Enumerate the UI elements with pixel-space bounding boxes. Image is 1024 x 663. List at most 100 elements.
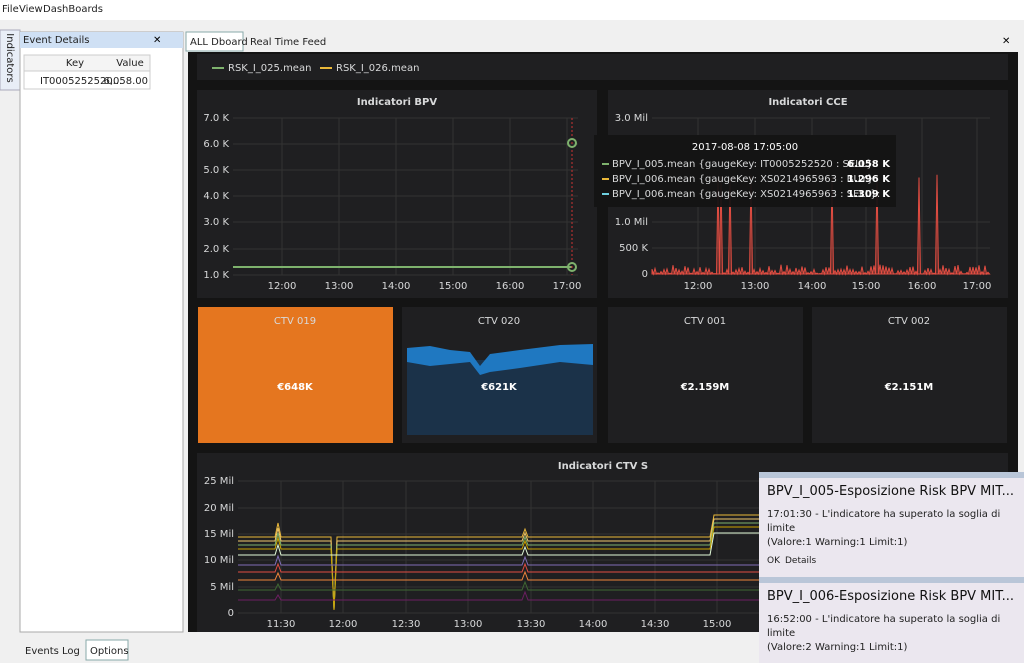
y-tick-label: 7.0 K <box>203 113 229 124</box>
series-line <box>238 590 760 601</box>
series-line <box>238 526 760 611</box>
bottom-tab[interactable]: Events <box>25 646 59 657</box>
table-cell: IT0005252520... <box>40 76 122 87</box>
tooltip-value: 1.309 K <box>847 189 891 200</box>
x-tick-label: 14:00 <box>579 619 608 630</box>
y-tick-label: 5.0 K <box>203 165 229 176</box>
menu-item[interactable]: File <box>2 4 19 15</box>
notification-title: BPV_I_006-Esposizione Risk BPV MIT... <box>767 589 1015 604</box>
tab-selected <box>85 639 129 661</box>
stat-value: €2.151M <box>884 382 934 393</box>
y-tick-label: 15 Mil <box>204 529 234 540</box>
document-tab[interactable]: ALL Dboard <box>190 37 248 48</box>
stat-title: CTV 019 <box>274 316 316 327</box>
x-tick-label: 14:00 <box>382 281 411 292</box>
pin-icon[interactable]: ✕ <box>153 35 161 46</box>
x-tick-label: 12:00 <box>268 281 297 292</box>
bottom-tab[interactable]: Log <box>62 646 80 657</box>
x-tick-label: 13:00 <box>454 619 483 630</box>
x-tick-label: 15:00 <box>439 281 468 292</box>
tooltip <box>594 135 896 207</box>
y-tick-label: 10 Mil <box>204 555 234 566</box>
series-line <box>238 570 760 581</box>
series-line <box>238 514 760 611</box>
panel-title: Event Details <box>23 35 90 46</box>
x-tick-label: 14:30 <box>641 619 670 630</box>
series-line <box>238 522 760 611</box>
notification-action[interactable]: OK <box>767 556 780 566</box>
y-tick-label: 25 Mil <box>204 476 234 487</box>
y-tick-label: 500 K <box>619 243 648 254</box>
notification-message: 17:01:30 - L'indicatore ha superato la s… <box>767 509 1001 534</box>
panel-title: Indicatori BPV <box>357 97 438 108</box>
x-tick-label: 12:30 <box>392 619 421 630</box>
stat-value: €2.159M <box>680 382 730 393</box>
notification-actions: OK Details <box>767 556 1016 566</box>
tooltip-time: 2017-08-08 17:05:00 <box>692 142 798 153</box>
notification-values: (Valore:2 Warning:1 Limit:1) <box>767 642 908 653</box>
y-tick-label: 3.0 Mil <box>615 113 648 124</box>
notification[interactable]: BPV_I_006-Esposizione Risk BPV MIT... 16:… <box>759 577 1024 663</box>
y-tick-label: 5 Mil <box>210 582 234 593</box>
table-row <box>23 70 151 90</box>
tooltip-value: 1.296 K <box>847 174 891 185</box>
stat-value: €648K <box>276 382 314 393</box>
y-tick-label: 1.0 K <box>203 270 229 281</box>
y-tick-label: 2.0 K <box>203 244 229 255</box>
x-tick-label: 17:00 <box>553 281 582 292</box>
y-tick-label: 1.0 Mil <box>615 217 648 228</box>
bottom-tab[interactable]: Options <box>90 646 129 657</box>
legend-panel <box>197 54 1008 80</box>
x-tick-label: 14:00 <box>798 281 827 292</box>
x-tick-label: 15:00 <box>852 281 881 292</box>
x-tick-label: 17:00 <box>963 281 992 292</box>
y-tick-label: 4.0 K <box>203 191 229 202</box>
stat-title: CTV 001 <box>684 316 726 327</box>
event-details-panel <box>19 31 184 633</box>
panel <box>197 90 597 298</box>
x-tick-label: 16:00 <box>908 281 937 292</box>
document-tab[interactable]: Real Time Feed <box>250 37 326 48</box>
menu-item[interactable]: DashBoards <box>43 4 103 15</box>
notification-action[interactable]: Details <box>785 556 817 566</box>
x-tick-label: 13:30 <box>517 619 546 630</box>
x-tick-label: 13:00 <box>741 281 770 292</box>
sparkline-fill <box>407 360 593 435</box>
menu-item[interactable]: View <box>19 4 43 15</box>
stat-panel <box>608 307 803 443</box>
column-header: Key <box>66 58 84 69</box>
sparkline <box>407 344 593 375</box>
y-tick-label: 0 <box>642 269 648 280</box>
series-line <box>238 518 760 611</box>
legend-entry: RSK_I_025.mean <box>228 63 311 74</box>
menu-bar <box>0 0 1024 20</box>
tooltip-series: BPV_I_006.mean {gaugeKey: XS0214965963 :… <box>612 174 877 185</box>
x-tick-label: 16:00 <box>496 281 525 292</box>
notification[interactable]: BPV_I_005-Esposizione Risk BPV MIT... 17:… <box>759 472 1024 577</box>
y-tick-label: 6.0 K <box>203 139 229 150</box>
tooltip-series: BPV_I_005.mean {gaugeKey: IT0005252520 :… <box>612 159 876 170</box>
tooltip-value: 6.058 K <box>847 159 891 170</box>
notification-values: (Valore:1 Warning:1 Limit:1) <box>767 537 908 548</box>
event-details-header <box>20 32 183 48</box>
notification-message: 16:52:00 - L'indicatore ha superato la s… <box>767 614 1001 639</box>
y-tick-label: 0 <box>228 608 234 619</box>
column-header: Value <box>116 58 143 69</box>
stat-title: CTV 020 <box>478 316 520 327</box>
hover-point <box>567 262 577 272</box>
stat-title: CTV 002 <box>888 316 930 327</box>
stat-panel <box>812 307 1007 443</box>
series-line <box>238 554 760 566</box>
series-area <box>651 174 991 276</box>
y-tick-label: 3.0 K <box>203 217 229 228</box>
tab-selected <box>185 31 244 52</box>
side-tab-label: Indicators <box>4 33 15 82</box>
hover-point <box>567 138 577 148</box>
x-tick-label: 13:00 <box>325 281 354 292</box>
stat-panel <box>198 307 393 443</box>
close-icon[interactable]: ✕ <box>1002 36 1010 47</box>
y-tick-label: 20 Mil <box>204 503 234 514</box>
series-line <box>238 532 760 556</box>
tooltip-series: BPV_I_006.mean {gaugeKey: XS0214965963 :… <box>612 189 880 200</box>
